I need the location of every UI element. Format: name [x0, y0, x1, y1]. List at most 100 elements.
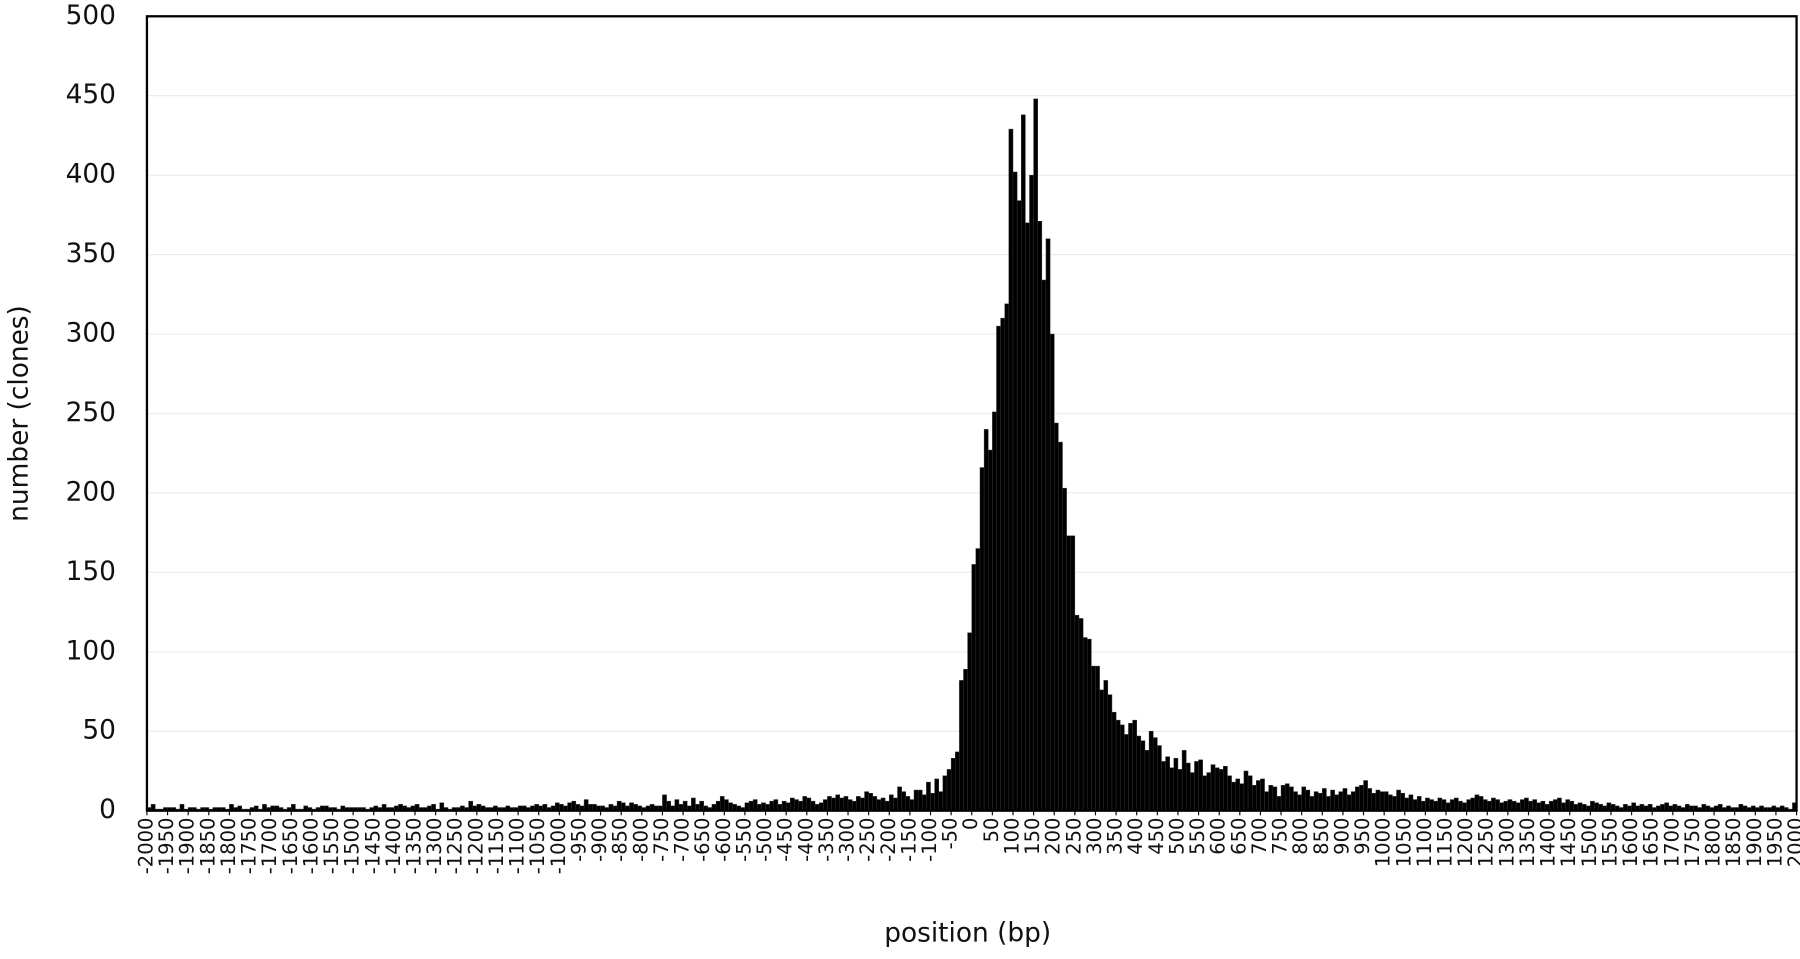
- bar: [781, 800, 787, 811]
- bar: [1289, 786, 1294, 811]
- bar: [1482, 799, 1488, 811]
- bar: [988, 449, 993, 811]
- bar: [1128, 723, 1133, 811]
- bar: [913, 789, 919, 811]
- x-tick-label: -1700: [258, 818, 281, 875]
- bar: [1631, 802, 1636, 811]
- bar: [1565, 799, 1570, 811]
- bar: [1379, 791, 1385, 811]
- bar: [884, 800, 890, 811]
- bar: [798, 800, 803, 811]
- bar: [835, 794, 841, 811]
- bar: [950, 758, 956, 811]
- x-tick-label: -350: [815, 818, 838, 862]
- x-tick-label: 0: [959, 818, 982, 830]
- bar: [1268, 785, 1274, 811]
- bar: [1115, 719, 1121, 811]
- x-tick-label: 1250: [1475, 818, 1498, 868]
- bar: [1470, 797, 1476, 811]
- x-tick-label: 1550: [1598, 818, 1621, 868]
- x-tick-label: 1700: [1660, 818, 1683, 868]
- y-tick-label: 100: [66, 635, 116, 666]
- x-tick-label: 1650: [1640, 818, 1663, 868]
- bar: [1185, 762, 1191, 811]
- bar: [1577, 802, 1583, 811]
- bar: [1256, 780, 1261, 811]
- bar: [1557, 797, 1562, 811]
- bar: [934, 778, 939, 811]
- x-tick-label: -100: [918, 818, 941, 862]
- y-tick-label: 0: [99, 794, 116, 825]
- bar: [1148, 731, 1154, 811]
- bar: [1528, 800, 1533, 811]
- bar: [1239, 783, 1245, 811]
- bar: [1218, 769, 1224, 811]
- x-tick-label: -150: [897, 818, 920, 862]
- bar: [1297, 794, 1302, 811]
- x-tick-label: -1100: [506, 818, 529, 875]
- x-tick-label: 250: [1062, 818, 1085, 855]
- bar: [1206, 772, 1212, 811]
- bar: [1478, 796, 1484, 811]
- bar: [1495, 799, 1500, 811]
- bar: [1119, 724, 1125, 811]
- bar: [1499, 802, 1504, 811]
- bar: [583, 799, 589, 811]
- bar: [1375, 789, 1381, 811]
- x-tick-label: 950: [1351, 818, 1374, 855]
- bar: [1210, 764, 1216, 811]
- x-tick-label: -1000: [547, 818, 570, 875]
- bar: [1396, 789, 1401, 811]
- x-tick-label: 1050: [1392, 818, 1415, 868]
- bar: [1062, 487, 1067, 811]
- bar: [1383, 791, 1389, 811]
- bar: [967, 632, 972, 811]
- bar: [682, 800, 688, 811]
- bar: [851, 800, 857, 811]
- bar: [810, 800, 816, 811]
- bar: [1520, 799, 1525, 811]
- bar: [938, 791, 944, 811]
- x-tick-label: 400: [1124, 818, 1147, 855]
- bar: [802, 796, 808, 811]
- bar: [818, 802, 824, 811]
- bar: [1433, 800, 1438, 811]
- x-tick-label: 50: [980, 818, 1003, 843]
- bar: [1144, 750, 1150, 811]
- x-tick-label: -1050: [526, 818, 549, 875]
- bar: [1260, 778, 1265, 811]
- bar: [699, 800, 704, 811]
- bar: [831, 797, 836, 811]
- bar: [1033, 98, 1038, 811]
- bar: [1412, 799, 1418, 811]
- bar: [674, 799, 680, 811]
- bar: [1008, 128, 1014, 811]
- bar: [1313, 791, 1319, 811]
- bar: [959, 680, 964, 811]
- bar: [571, 800, 577, 811]
- bar: [876, 799, 882, 811]
- bar: [1070, 535, 1076, 811]
- x-tick-label: -250: [856, 818, 879, 862]
- bar: [1355, 786, 1360, 811]
- bar: [728, 802, 733, 811]
- x-tick-label: -850: [609, 818, 632, 862]
- bar: [1515, 802, 1521, 811]
- bar: [996, 325, 1001, 811]
- bar: [1243, 770, 1249, 811]
- bar: [1107, 694, 1113, 811]
- bar: [897, 786, 902, 811]
- x-tick-label: -950: [567, 818, 590, 862]
- bar: [1169, 767, 1175, 811]
- bar: [1190, 772, 1195, 811]
- bar: [785, 802, 791, 811]
- x-tick-label: 1150: [1434, 818, 1457, 868]
- bar: [1454, 797, 1459, 811]
- bar: [1095, 665, 1100, 811]
- bar: [1152, 737, 1158, 811]
- bar: [1437, 797, 1443, 811]
- bar: [1548, 800, 1554, 811]
- bar: [1276, 796, 1282, 811]
- bar: [843, 796, 849, 811]
- x-tick-label: 1400: [1537, 818, 1560, 868]
